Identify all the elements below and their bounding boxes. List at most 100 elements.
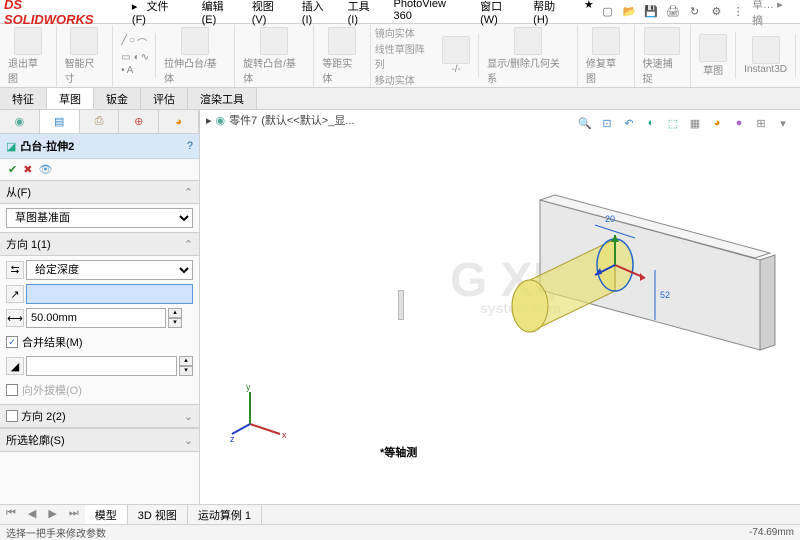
merge-checkbox[interactable]: ✓ xyxy=(6,336,18,348)
ribbon-repair[interactable]: 修复草图 xyxy=(582,25,635,87)
svg-text:52: 52 xyxy=(660,290,670,300)
ribbon-pattern[interactable]: 线性草图阵列 xyxy=(375,41,434,71)
more-icon[interactable]: ⋮ xyxy=(730,4,746,20)
scene-icon[interactable]: ⊞ xyxy=(752,114,770,132)
depth-input[interactable] xyxy=(26,308,166,328)
display-style-icon[interactable]: ▦ xyxy=(686,114,704,132)
ribbon: 退出草图 智能尺寸 ╱○⌒ ▭◖∿ •A 拉伸凸台/基体 旋转凸台/基体 等距实… xyxy=(0,24,800,88)
view-name-label: *等轴测 xyxy=(380,444,417,460)
menu-tools[interactable]: 工具(I) xyxy=(342,0,386,28)
arc-icon[interactable]: ⌒ xyxy=(137,35,147,50)
ribbon-ext-boss[interactable]: 拉伸凸台/基体 xyxy=(160,25,235,87)
dir2-checkbox[interactable] xyxy=(6,410,18,422)
menu-photoview[interactable]: PhotoView 360 xyxy=(388,0,473,28)
svg-text:20: 20 xyxy=(605,214,615,224)
new-icon[interactable]: ▢ xyxy=(600,4,616,20)
menu-view[interactable]: 视图(V) xyxy=(246,0,294,28)
settings-icon[interactable]: ⚙ xyxy=(709,4,725,20)
ribbon-offset[interactable]: 等距实体 xyxy=(318,25,371,87)
open-icon[interactable]: 📂 xyxy=(621,4,637,20)
ribbon-ref-geom[interactable]: -/- xyxy=(438,34,479,77)
draft-icon[interactable]: ◢ xyxy=(6,357,24,375)
dir1-type-combo[interactable]: 给定深度 xyxy=(26,260,193,280)
side-tab-feature-tree[interactable]: ◉ xyxy=(0,110,40,133)
direction-ref-icon[interactable]: ↗ xyxy=(6,285,24,303)
tab-sheet-metal[interactable]: 钣金 xyxy=(94,88,141,109)
ribbon-exit-sketch[interactable]: 退出草图 xyxy=(4,25,57,87)
section-contours[interactable]: 所选轮廓(S)⌄ xyxy=(0,428,199,452)
spline-icon[interactable]: ∿ xyxy=(141,52,149,63)
save-icon[interactable]: 💾 xyxy=(643,4,659,20)
tab-render[interactable]: 渲染工具 xyxy=(188,88,257,109)
bottom-tab-3dview[interactable]: 3D 视图 xyxy=(128,505,188,524)
bottom-tab-strip: ⏮ ◀ ▶ ⏭ 模型 3D 视图 运动算例 1 xyxy=(0,504,800,524)
menu-insert[interactable]: 插入(I) xyxy=(296,0,340,28)
help-icon[interactable]: ? xyxy=(187,140,193,152)
spin-up[interactable]: ▴ xyxy=(168,308,182,318)
text-icon[interactable]: A xyxy=(127,65,134,76)
direction-ref-input[interactable] xyxy=(26,284,193,304)
view-triad[interactable]: x y z xyxy=(230,384,290,444)
tab-sketch[interactable]: 草图 xyxy=(47,88,94,109)
tab-nav-next[interactable]: ▶ xyxy=(42,505,62,524)
line-icon[interactable]: ╱ xyxy=(121,35,127,50)
hide-show-icon[interactable]: ◕ xyxy=(708,114,726,132)
view-orient-icon[interactable]: ⬚ xyxy=(664,114,682,132)
chevron-down-icon: ⌄ xyxy=(184,410,193,423)
ribbon-move[interactable]: 移动实体 xyxy=(375,72,434,87)
graphics-viewport[interactable]: ▸ ◉ 零件7 (默认<<默认>_显... 🔍 ⊡ ↶ ◐ ⬚ ▦ ◕ ● ⊞ … xyxy=(200,110,800,504)
print-icon[interactable]: 🖨 xyxy=(665,4,681,20)
ribbon-convert[interactable]: 显示/删除几何关系 xyxy=(483,25,578,87)
spin-up-2[interactable]: ▴ xyxy=(179,356,193,366)
point-icon[interactable]: • xyxy=(121,65,125,76)
side-tab-appearance[interactable]: ◕ xyxy=(159,110,199,133)
side-tab-config[interactable]: ⎙ xyxy=(80,110,120,133)
tab-nav-first[interactable]: ⏮ xyxy=(0,505,22,524)
circle-icon[interactable]: ○ xyxy=(129,35,135,50)
bottom-tab-motion[interactable]: 运动算例 1 xyxy=(188,505,262,524)
draft-input[interactable] xyxy=(26,356,177,376)
flyout-tree[interactable]: ▸ ◉ 零件7 (默认<<默认>_显... xyxy=(206,112,355,128)
side-tab-property[interactable]: ▤ xyxy=(40,110,80,133)
side-tab-dim[interactable]: ⊕ xyxy=(119,110,159,133)
from-combo[interactable]: 草图基准面 xyxy=(6,208,193,228)
ribbon-rev-boss[interactable]: 旋转凸台/基体 xyxy=(239,25,314,87)
tab-evaluate[interactable]: 评估 xyxy=(141,88,188,109)
expand-icon[interactable]: ▸ xyxy=(206,114,212,127)
menu-file[interactable]: ▸ 文件(F) xyxy=(126,0,194,28)
refresh-icon[interactable]: ↻ xyxy=(687,4,703,20)
section-from[interactable]: 从(F)⌃ xyxy=(0,180,199,204)
ribbon-smart-dim[interactable]: 智能尺寸 xyxy=(61,25,114,87)
section-dir1[interactable]: 方向 1(1)⌃ xyxy=(0,232,199,256)
feature-title: 凸台-拉伸2 xyxy=(20,138,74,154)
tab-feature[interactable]: 特征 xyxy=(0,88,47,109)
tab-nav-prev[interactable]: ◀ xyxy=(22,505,42,524)
outward-checkbox[interactable] xyxy=(6,384,18,396)
menu-star-icon[interactable]: ★ xyxy=(578,0,600,28)
ok-button[interactable]: ✔ xyxy=(8,163,17,176)
ribbon-mirror[interactable]: 镜向实体 xyxy=(375,25,434,40)
ribbon-sketch-btn[interactable]: 草图 xyxy=(695,32,736,79)
reverse-dir-icon[interactable]: ⮀ xyxy=(6,261,24,279)
bottom-tab-model[interactable]: 模型 xyxy=(85,505,128,524)
detail-icon[interactable]: 👁 xyxy=(38,163,52,176)
section-dir2[interactable]: 方向 2(2)⌄ xyxy=(0,404,199,428)
menu-window[interactable]: 窗口(W) xyxy=(474,0,525,28)
spin-down-2[interactable]: ▾ xyxy=(179,366,193,376)
zoom-fit-icon[interactable]: 🔍 xyxy=(576,114,594,132)
appearance-icon[interactable]: ● xyxy=(730,114,748,132)
view-settings-icon[interactable]: ▾ xyxy=(774,114,792,132)
ribbon-quick-capture[interactable]: 快速捕捉 xyxy=(639,25,692,87)
cancel-button[interactable]: ✖ xyxy=(23,163,32,176)
menu-help[interactable]: 帮助(H) xyxy=(527,0,576,28)
menu-edit[interactable]: 编辑(E) xyxy=(196,0,244,28)
tab-nav-last[interactable]: ⏭ xyxy=(63,505,85,524)
chevron-down-icon: ⌄ xyxy=(184,434,193,447)
rect-icon[interactable]: ▭ xyxy=(121,52,130,63)
zoom-area-icon[interactable]: ⊡ xyxy=(598,114,616,132)
prev-view-icon[interactable]: ↶ xyxy=(620,114,638,132)
ribbon-instant3d[interactable]: Instant3D xyxy=(740,34,796,77)
section-view-icon[interactable]: ◐ xyxy=(642,114,660,132)
slot-icon[interactable]: ◖ xyxy=(133,52,139,63)
spin-down[interactable]: ▾ xyxy=(168,318,182,328)
